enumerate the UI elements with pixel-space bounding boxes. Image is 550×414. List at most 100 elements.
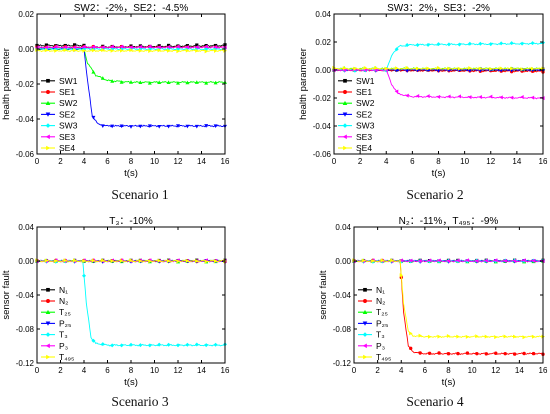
series-marker	[394, 89, 399, 94]
x-tick-label: 0	[332, 157, 337, 166]
series-marker	[436, 69, 441, 73]
series-marker	[166, 124, 171, 129]
series-marker	[428, 334, 432, 339]
legend-marker	[343, 145, 348, 151]
series-marker	[405, 69, 410, 73]
series-marker	[157, 124, 162, 129]
series-marker	[72, 45, 77, 50]
series-marker	[457, 94, 461, 99]
series-marker	[138, 124, 143, 129]
series-marker	[342, 66, 347, 71]
x-tick-label: 2	[358, 157, 363, 166]
x-tick-label: 16	[221, 157, 230, 166]
legend-label: N₁	[376, 285, 385, 295]
y-tick-label: -0.02	[313, 94, 332, 103]
series-marker	[409, 331, 413, 336]
y-tick-label: 0.00	[335, 257, 351, 266]
series-marker	[110, 259, 115, 264]
legend-label: T₂₅	[376, 307, 388, 317]
series-marker	[213, 80, 218, 85]
series-marker	[157, 342, 162, 347]
series-marker	[176, 44, 180, 49]
series-marker	[436, 65, 441, 70]
y-tick-label: -0.04	[313, 122, 332, 131]
x-tick-label: 0	[352, 366, 357, 375]
x-tick-label: 14	[197, 157, 206, 166]
series-marker	[371, 259, 375, 264]
series-marker	[100, 45, 105, 50]
x-tick-label: 12	[174, 366, 183, 375]
series-marker	[91, 48, 96, 53]
series-marker	[467, 41, 472, 46]
legend-label: P₃	[376, 341, 385, 351]
series-marker	[138, 44, 142, 49]
series-marker	[418, 351, 422, 355]
x-tick-label: 8	[129, 366, 134, 375]
legend-marker	[363, 299, 367, 303]
series-marker	[213, 124, 218, 128]
series-7	[35, 47, 227, 54]
series-marker	[166, 80, 171, 84]
legend-marker	[343, 90, 347, 94]
series-marker	[427, 351, 432, 356]
x-tick-label: 6	[105, 366, 110, 375]
legend-label: SW1	[356, 76, 375, 86]
series-marker	[195, 258, 199, 263]
series-marker	[185, 342, 190, 347]
series-marker	[195, 43, 199, 47]
series-marker	[468, 66, 472, 71]
series-marker	[499, 66, 504, 71]
y-tick-label: -0.08	[333, 325, 352, 334]
series-marker	[499, 41, 504, 46]
y-tick-label: -0.04	[16, 291, 35, 300]
series-marker	[204, 49, 209, 54]
legend-marker	[342, 134, 347, 140]
series-marker	[530, 41, 535, 46]
series-marker	[53, 44, 58, 49]
series-marker	[82, 44, 86, 49]
series-marker	[503, 258, 507, 263]
series-marker	[416, 66, 420, 71]
series-marker	[157, 80, 162, 84]
legend-label: SE4	[59, 143, 75, 153]
series-marker	[399, 258, 403, 263]
legend-marker	[46, 354, 51, 360]
series-marker	[531, 351, 536, 356]
series-marker	[474, 258, 479, 263]
x-tick-label: 16	[539, 366, 548, 375]
legend-label: SE1	[356, 87, 372, 97]
series-marker	[522, 351, 526, 356]
series-marker	[484, 258, 488, 263]
x-axis-label: t(s)	[124, 168, 138, 179]
series-marker	[213, 45, 218, 50]
series-marker	[100, 124, 105, 128]
series-marker	[54, 259, 58, 264]
series-marker	[467, 95, 472, 100]
legend-marker	[46, 78, 50, 83]
chart-title: N₂：-11%，T₄₉₅：-9%	[399, 216, 499, 227]
series-marker	[484, 334, 489, 339]
series-marker	[509, 95, 514, 100]
series-marker	[520, 67, 525, 72]
legend-marker	[45, 100, 51, 106]
x-tick-label: 0	[35, 157, 40, 166]
series-marker	[119, 343, 124, 348]
series-marker	[475, 334, 479, 339]
legend-label: SW3	[59, 121, 78, 131]
series-marker	[194, 45, 199, 50]
series-marker	[91, 44, 95, 49]
y-tick-label: -0.06	[16, 150, 35, 159]
series-marker	[457, 42, 462, 47]
series-marker	[384, 66, 389, 71]
series-marker	[494, 351, 498, 355]
series-marker	[465, 258, 469, 263]
legend-marker	[342, 112, 348, 117]
series-marker	[166, 44, 171, 49]
series-marker	[100, 76, 105, 80]
series-marker	[157, 258, 162, 263]
series-marker	[520, 41, 525, 46]
chart-4: N₂：-11%，T₄₉₅：-9% 0 2 4 6 8 10 12 14 16 0.04 0.00 -0.…	[318, 216, 548, 388]
series-marker	[110, 343, 115, 348]
series-6	[35, 44, 227, 50]
